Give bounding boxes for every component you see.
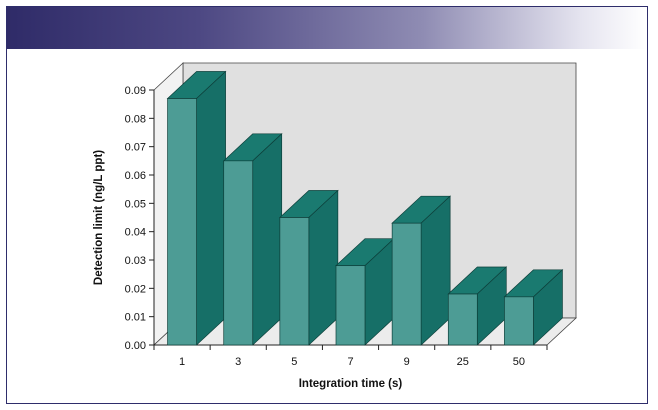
figure-frame: 0.00 0.01 0.02 0.03 0.04 0.05 0.06 0.07 0.08 0.09… [6,6,648,404]
bar [335,237,395,346]
x-tick-label: 1 [179,356,185,368]
y-axis-label: Detection limit (ng/L ppt) [93,150,105,285]
x-tick-label: 50 [513,356,525,368]
x-axis-label: Integration time (s) [299,378,403,390]
y-tick-label: 0.00 [125,340,146,352]
y-tick-label: 0.07 [125,142,146,154]
bar-side [308,189,339,346]
bar-front [447,293,478,346]
bar-front [167,98,197,346]
x-tick-label: 5 [291,356,297,368]
bar [447,266,508,346]
y-tick-label: 0.04 [125,227,146,239]
x-tick-label: 9 [404,356,410,368]
x-tick-label: 25 [457,356,469,368]
x-tick-label: 7 [347,356,353,368]
x-tick-label: 3 [235,356,241,368]
bar-front [391,222,422,346]
bar [222,133,283,346]
bar-front [223,160,254,346]
bar-front [279,217,310,346]
y-tick-label: 0.03 [125,255,146,267]
header-band [7,7,647,49]
bar [278,189,339,346]
bar-side [252,133,283,346]
y-tick-label: 0.08 [125,113,146,125]
bar [503,269,564,346]
y-tick-label: 0.02 [125,283,146,295]
y-tick-label: 0.09 [125,85,146,97]
y-tick-label: 0.06 [125,170,146,182]
bar-front [504,296,534,346]
bar [166,70,227,346]
bar [391,195,452,346]
bar-chart: 0.00 0.01 0.02 0.03 0.04 0.05 0.06 0.07 0.08 0.09… [93,62,578,390]
y-tick-label: 0.05 [125,198,146,210]
bar-side [196,70,226,346]
y-tick-label: 0.01 [125,312,146,324]
bar-front [335,265,366,346]
